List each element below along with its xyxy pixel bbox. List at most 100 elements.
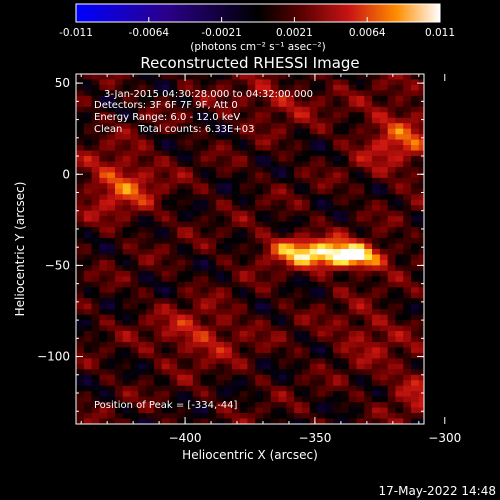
heatmap-cell — [177, 183, 186, 190]
heatmap-cell — [107, 156, 116, 163]
heatmap-cell — [270, 117, 280, 124]
heatmap-cell — [208, 270, 217, 277]
heatmap-cell — [200, 418, 210, 424]
heatmap-cell — [99, 309, 108, 316]
heatmap-cell — [161, 331, 171, 338]
heatmap-cell — [216, 128, 225, 135]
heatmap-cell — [247, 276, 256, 283]
heatmap-cell — [224, 95, 233, 102]
heatmap-cell — [177, 117, 186, 124]
heatmap-cell — [356, 123, 365, 130]
heatmap-cell — [239, 172, 249, 179]
heatmap-cell — [247, 150, 256, 157]
heatmap-cell — [185, 369, 194, 376]
heatmap-cell — [107, 303, 116, 310]
heatmap-cell — [379, 177, 389, 184]
heatmap-cell — [286, 331, 295, 338]
heatmap-cell — [364, 320, 373, 327]
heatmap-cell — [239, 139, 249, 146]
heatmap-cell — [340, 374, 350, 381]
heatmap-cell — [216, 199, 225, 206]
heatmap-cell — [340, 259, 350, 267]
heatmap-cell — [286, 74, 295, 81]
heatmap-cell — [403, 95, 412, 102]
heatmap-cell — [317, 336, 326, 343]
heatmap-cell — [411, 150, 420, 157]
heatmap-cell — [122, 254, 132, 261]
heatmap-cell — [153, 402, 163, 409]
heatmap-cell — [270, 188, 280, 195]
heatmap-cell — [247, 161, 256, 168]
heatmap-cell — [387, 221, 397, 228]
heatmap-cell — [387, 352, 397, 359]
heatmap-cell — [333, 74, 342, 81]
heatmap-cell — [91, 259, 100, 267]
heatmap-cell — [348, 238, 358, 245]
heatmap-cell — [239, 369, 249, 376]
colorbar-ticks: -0.011 -0.0064 -0.0021 0.0021 0.0064 0.011 — [59, 17, 455, 39]
heatmap-cell — [387, 347, 397, 354]
heatmap-cell — [372, 227, 381, 234]
heatmap-cell — [418, 238, 424, 245]
heatmap-cell — [192, 309, 202, 316]
heatmap-cell — [356, 117, 365, 124]
heatmap-cell — [153, 150, 163, 157]
heatmap-cell — [146, 314, 155, 321]
heatmap-cell — [411, 265, 420, 272]
info-line-energy: Energy Range: 6.0 - 12.0 keV — [94, 112, 240, 123]
heatmap-cell — [255, 199, 264, 206]
heatmap-cell — [247, 74, 256, 81]
heatmap-cell — [356, 287, 365, 294]
heatmap-cell — [208, 298, 217, 305]
heatmap-cell — [356, 254, 365, 261]
heatmap-cell — [294, 112, 303, 119]
heatmap-cell — [239, 166, 249, 174]
heatmap-cell — [278, 385, 287, 392]
heatmap-cell — [83, 128, 93, 135]
heatmap-cell — [372, 287, 381, 294]
heatmap-cell — [107, 106, 116, 113]
heatmap-cell — [301, 205, 311, 212]
heatmap-cell — [247, 188, 256, 195]
heatmap-cell — [224, 374, 233, 381]
heatmap-cell — [387, 265, 397, 272]
heatmap-cell — [76, 303, 85, 310]
heatmap-cell — [309, 227, 319, 234]
heatmap-cell — [255, 413, 264, 420]
heatmap-cell — [185, 194, 194, 201]
heatmap-cell — [309, 117, 319, 124]
heatmap-cell — [161, 292, 171, 299]
heatmap-cell — [114, 84, 124, 92]
heatmap-cell — [278, 413, 287, 420]
heatmap-cell — [161, 112, 171, 119]
heatmap-cell — [348, 210, 358, 217]
heatmap-cell — [200, 358, 210, 365]
heatmap-cell — [99, 74, 108, 81]
heatmap-cell — [107, 232, 116, 239]
heatmap-cell — [192, 106, 202, 113]
heatmap-cell — [153, 298, 163, 305]
heatmap-cell — [301, 128, 311, 135]
heatmap-cell — [270, 249, 280, 256]
heatmap-cell — [130, 309, 139, 316]
heatmap-cell — [169, 101, 178, 108]
heatmap-cell — [122, 177, 132, 184]
heatmap-cell — [107, 205, 116, 212]
heatmap-cell — [364, 287, 373, 294]
heatmap-cell — [114, 194, 124, 201]
heatmap-cell — [192, 232, 202, 239]
heatmap-cell — [107, 238, 116, 245]
heatmap-cell — [208, 210, 217, 217]
heatmap-cell — [309, 183, 319, 190]
heatmap-cell — [224, 287, 233, 294]
heatmap-cell — [278, 183, 287, 190]
heatmap-cell — [294, 320, 303, 327]
heatmap-cell — [262, 298, 272, 305]
heatmap-cell — [403, 281, 412, 288]
heatmap-cell — [107, 123, 116, 130]
heatmap-cell — [278, 254, 287, 261]
heatmap-cell — [208, 325, 217, 332]
heatmap-cell — [286, 172, 295, 179]
heatmap-cell — [294, 216, 303, 223]
heatmap-cell — [294, 128, 303, 135]
